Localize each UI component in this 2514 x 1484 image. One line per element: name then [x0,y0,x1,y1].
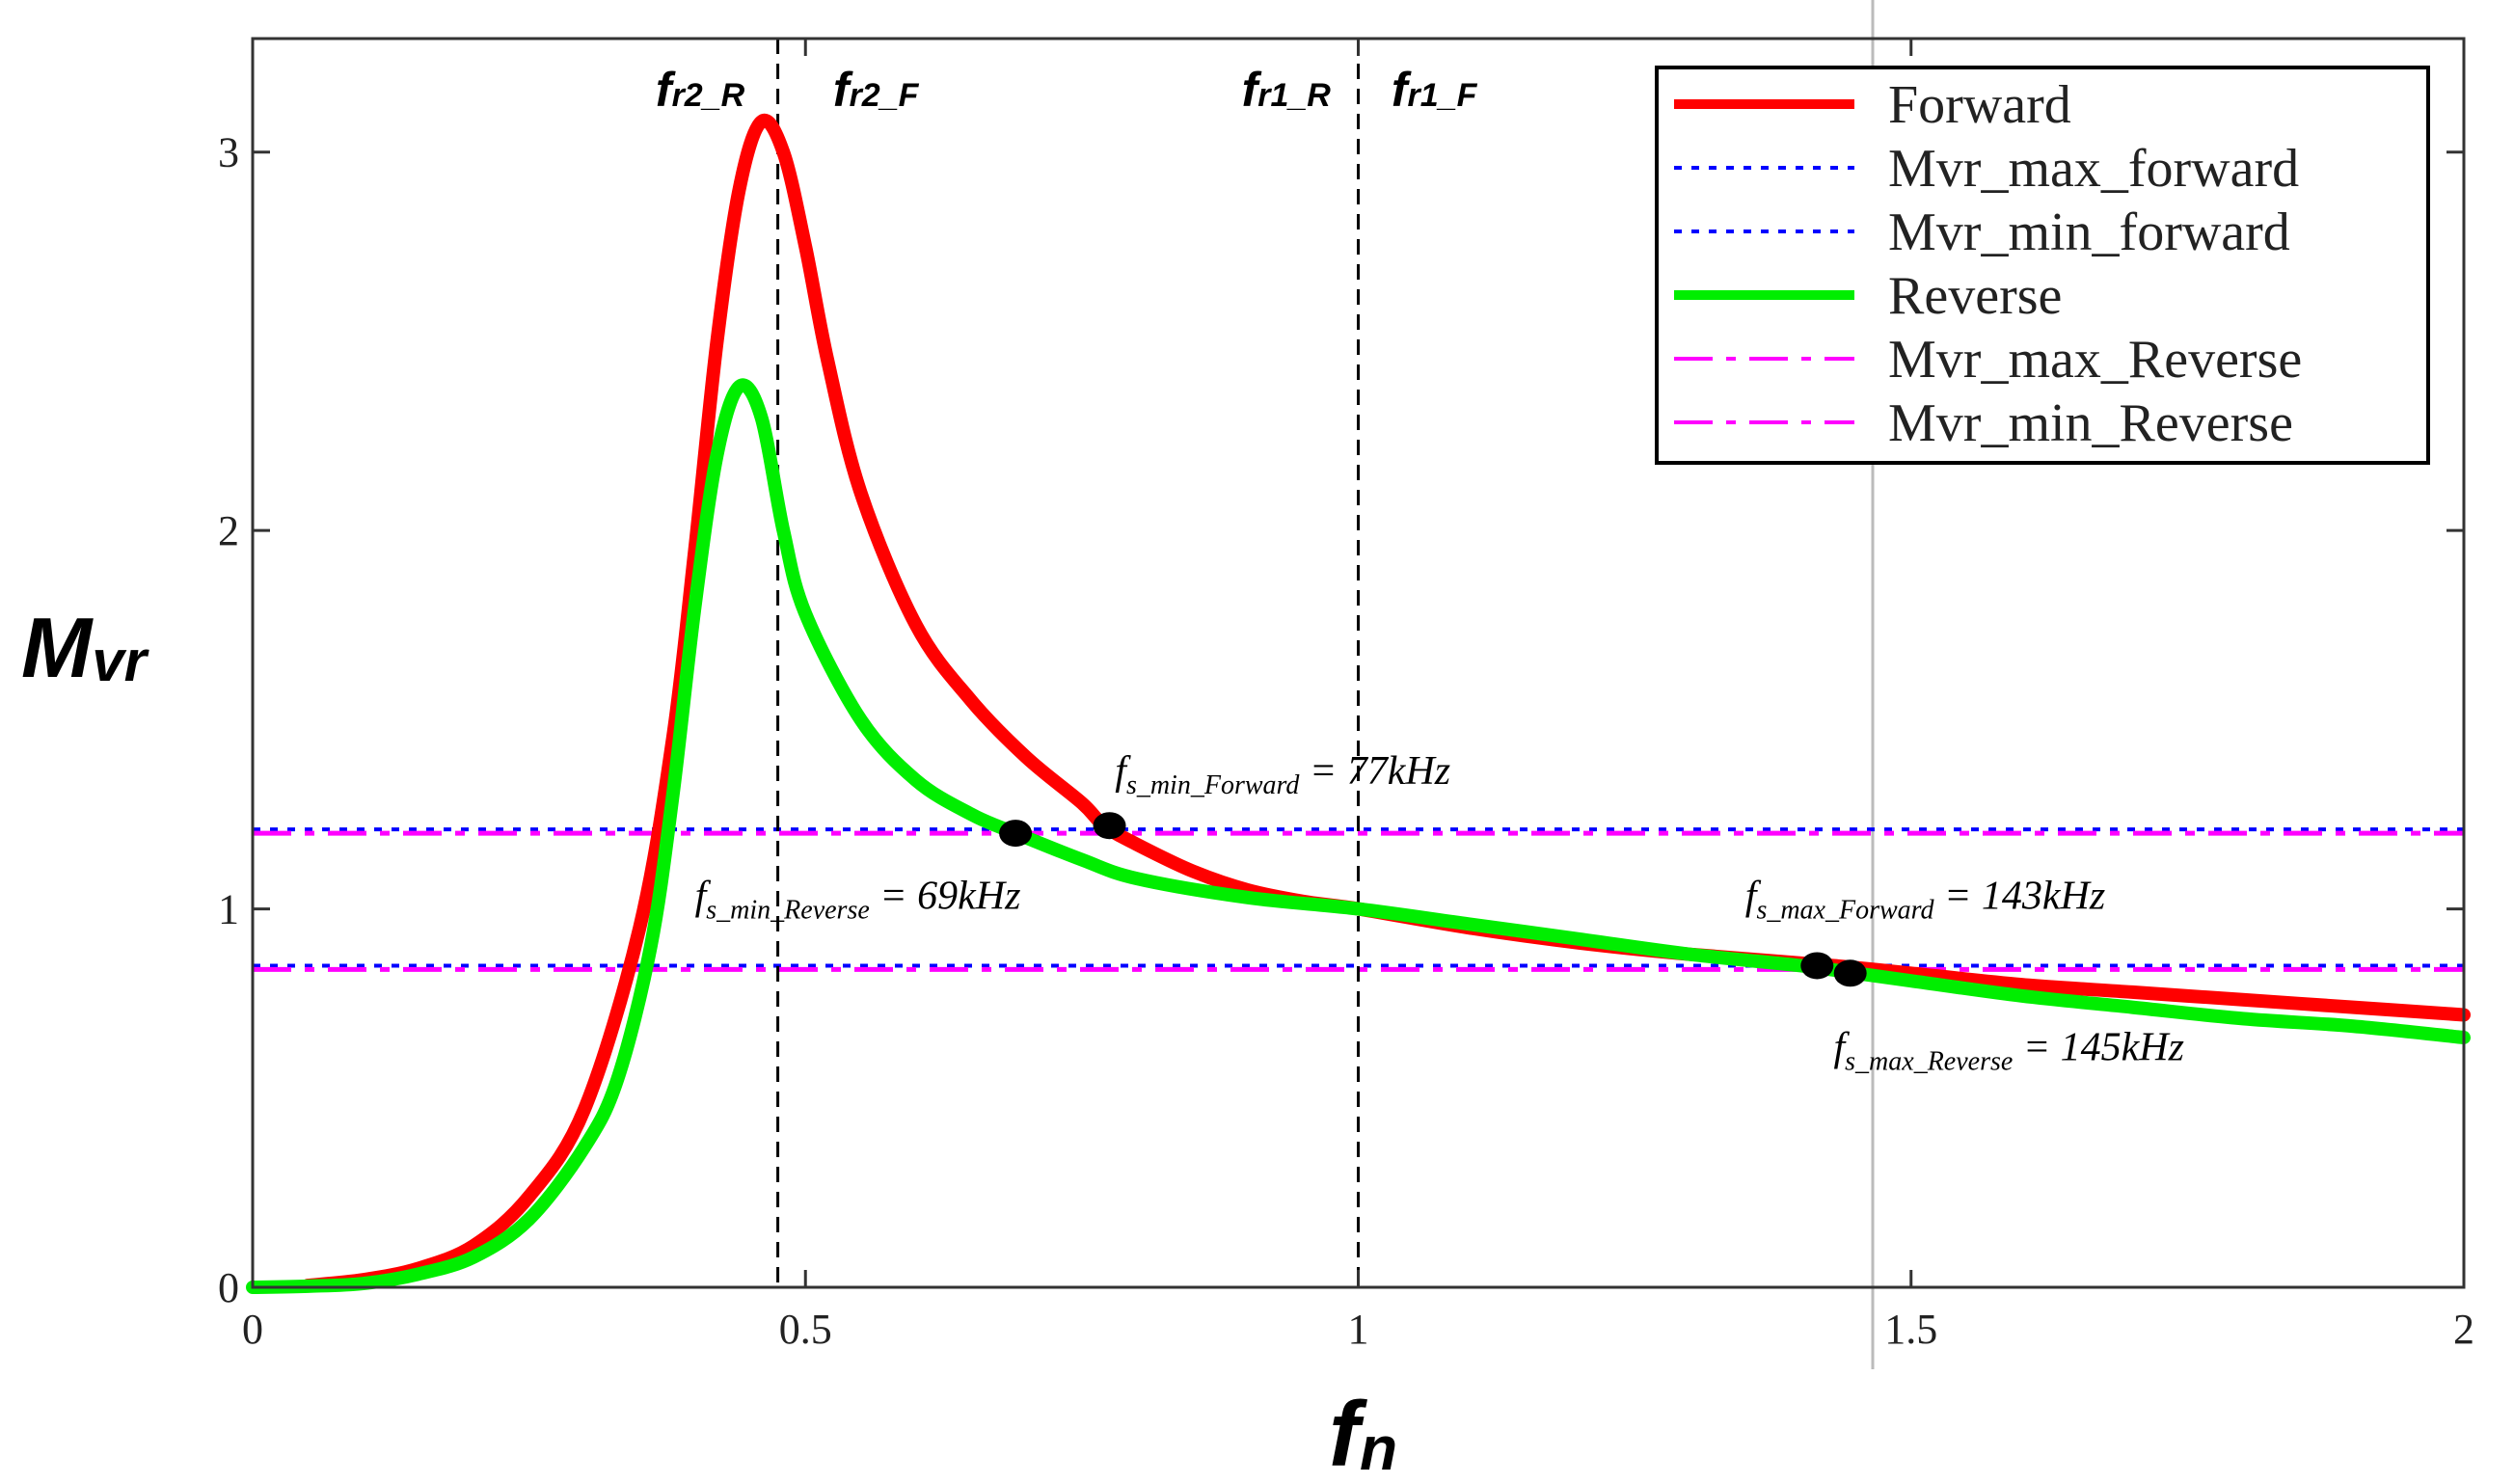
legend-label: Mvr_min_forward [1888,202,2290,262]
y-tick-label: 3 [218,129,239,176]
resonance-label: fr1_R [1242,63,1332,117]
operating-point-marker [999,820,1033,848]
y-tick-label: 0 [218,1264,239,1311]
operating-point-marker [1833,959,1867,987]
x-tick-label: 0 [242,1306,263,1353]
legend-label: Mvr_max_forward [1888,139,2299,199]
resonance-label: fr2_R [656,63,745,117]
legend-label: Mvr_min_Reverse [1888,393,2293,453]
x-axis-label: fn [1329,1383,1397,1484]
resonance-label: fr2_F [833,63,920,117]
x-tick-label: 1 [1348,1306,1369,1353]
frequency-annotation: fs_max_Reverse = 145kHz [1833,1026,2184,1077]
resonance-label: fr1_F [1392,63,1478,117]
operating-point-marker [1800,952,1834,980]
axis-ticks: 0 0.5 1 1.5 2 0 1 2 3 [218,39,2474,1353]
frequency-annotation: fs_min_Reverse = 69kHz [695,875,1021,926]
y-tick-label: 1 [218,886,239,933]
legend-label: Mvr_max_Reverse [1888,330,2302,390]
frequency-annotation: fs_min_Forward = 77kHz [1115,749,1450,800]
frequency-annotation: fs_max_Forward = 143kHz [1745,875,2105,926]
resonance-lines [776,39,1360,1287]
legend-label: Reverse [1888,266,2062,326]
y-axis-label: Mvr [21,600,150,695]
legend: ForwardMvr_max_forwardMvr_min_forwardRev… [1655,66,2430,465]
resonance-labels: fr2_R fr2_F fr1_R fr1_F [656,63,1478,117]
x-tick-label: 0.5 [779,1306,832,1353]
operating-point-marker [1093,812,1126,840]
y-tick-label: 2 [218,507,239,554]
legend-label: Forward [1888,75,2071,135]
x-tick-label: 2 [2453,1306,2474,1353]
legend-box [1655,66,2430,465]
series-reverse-line [246,378,2471,1294]
annotations: fs_min_Forward = 77kHz fs_min_Reverse = 6… [695,749,2184,1076]
operating-points [999,812,1867,987]
x-tick-label: 1.5 [1884,1306,1937,1353]
